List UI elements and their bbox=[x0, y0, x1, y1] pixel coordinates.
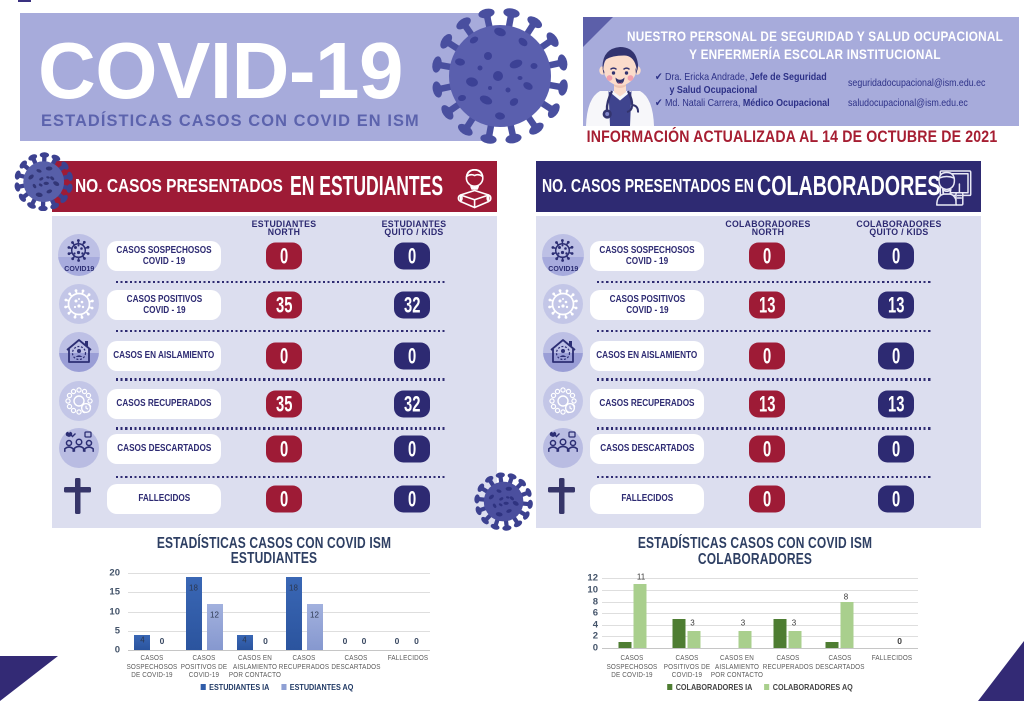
svg-text:COVID19: COVID19 bbox=[548, 264, 578, 273]
svg-text:COVID19: COVID19 bbox=[64, 264, 94, 273]
